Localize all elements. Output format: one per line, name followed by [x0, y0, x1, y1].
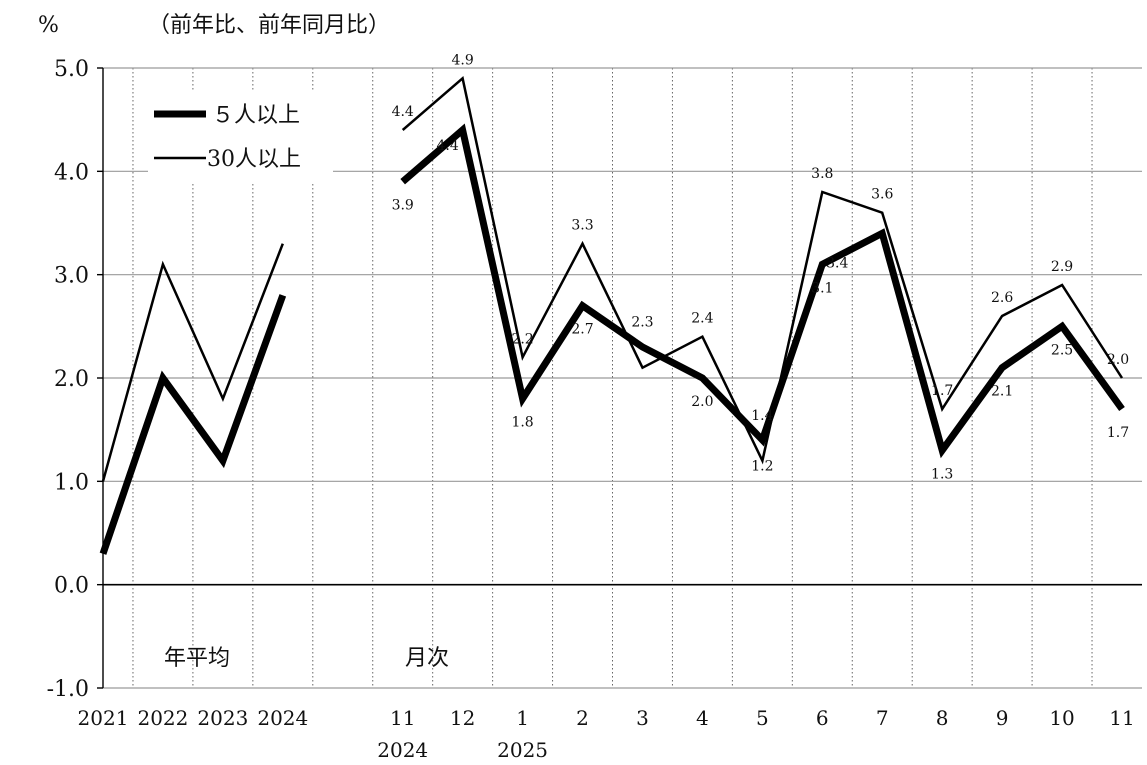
data-label-5plus: 2.7: [571, 322, 593, 338]
x-tick-label: 8: [936, 706, 949, 730]
series-line-30plus-annual: [101, 243, 284, 482]
data-label-5plus: 2.5: [1051, 342, 1073, 358]
y-tick-label: 1.0: [54, 470, 89, 495]
x-tick-label: 6: [816, 706, 829, 730]
data-label-5plus: 1.3: [931, 466, 953, 482]
x-tick-label: 10: [1049, 706, 1074, 730]
x-year-label: 2025: [497, 738, 548, 762]
data-label-30plus: 3.6: [871, 187, 893, 203]
y-tick-label: 4.0: [54, 160, 89, 185]
data-label-5plus: 1.7: [1107, 425, 1129, 441]
y-tick-label: 5.0: [54, 57, 89, 82]
x-tick-label: 2022: [137, 706, 188, 730]
series-lines: [99, 75, 1125, 555]
y-unit-label: %: [38, 13, 59, 38]
x-tick-label: 2021: [78, 706, 129, 730]
y-tick-label: 2.0: [54, 367, 89, 392]
data-label-30plus: 1.2: [751, 459, 773, 475]
data-label-30plus: 1.7: [931, 383, 953, 399]
x-tick-label: 11: [1109, 706, 1134, 730]
data-label-5plus: 3.4: [826, 255, 848, 271]
y-tick-label: 0.0: [54, 574, 89, 599]
legend: ５人以上 30人以上: [148, 90, 333, 182]
x-tick-label: 2024: [257, 706, 308, 730]
data-labels: 3.9 4.4 4.4 4.9 1.8 2.2 2.7 3.3 2.3 2.0 2.4 1.4 1.2 3…: [392, 52, 1130, 482]
series-line-5plus-annual: [99, 294, 287, 555]
data-label-30plus: 4.4: [392, 104, 414, 120]
section-label-monthly: 月次: [405, 646, 449, 671]
x-tick-label: 2: [576, 706, 589, 730]
grid: [103, 67, 1142, 689]
series-line-5plus-monthly: [400, 123, 1125, 459]
data-label-5plus: 2.1: [991, 384, 1013, 400]
x-tick-label: 3: [636, 706, 649, 730]
data-label-5plus: 3.9: [392, 198, 414, 214]
x-year-label: 2024: [377, 738, 428, 762]
data-label-30plus: 2.2: [511, 331, 533, 347]
x-tick-label: 4: [696, 706, 709, 730]
x-tick-label: 2023: [197, 706, 248, 730]
data-label-5plus: 3.1: [811, 280, 833, 296]
data-label-30plus: 4.9: [452, 52, 474, 68]
section-label-annual: 年平均: [164, 646, 230, 671]
legend-background: [148, 90, 333, 182]
x-tick-label: 1: [516, 706, 529, 730]
x-tick-label: 12: [450, 706, 475, 730]
data-label-5plus: 2.0: [691, 394, 713, 410]
series-line-30plus-monthly: [401, 75, 1124, 465]
legend-label-30plus: 30人以上: [207, 147, 301, 172]
legend-label-5plus: ５人以上: [212, 103, 300, 128]
data-label-30plus: 2.4: [691, 311, 713, 327]
x-tick-label: 7: [876, 706, 889, 730]
y-tick-label: -1.0: [47, 677, 89, 702]
data-label-30plus: 3.8: [811, 166, 833, 182]
data-label-5plus: 1.4: [751, 408, 773, 424]
data-label-5plus: 1.8: [511, 415, 533, 431]
captions: % （前年比、前年同月比） 年平均 月次: [38, 13, 449, 671]
x-tick-label: 9: [996, 706, 1009, 730]
data-label-30plus: 2.3: [631, 315, 653, 331]
chart-subtitle: （前年比、前年同月比）: [148, 13, 390, 38]
data-label-30plus: 2.0: [1107, 352, 1129, 368]
data-label-30plus: 3.3: [571, 218, 593, 234]
data-label-30plus: 2.6: [991, 290, 1013, 306]
x-tick-label: 11: [390, 706, 415, 730]
data-label-30plus: 2.9: [1051, 259, 1073, 275]
y-tick-label: 3.0: [54, 264, 89, 289]
data-label-5plus: 4.4: [437, 138, 459, 154]
x-tick-label: 5: [756, 706, 769, 730]
